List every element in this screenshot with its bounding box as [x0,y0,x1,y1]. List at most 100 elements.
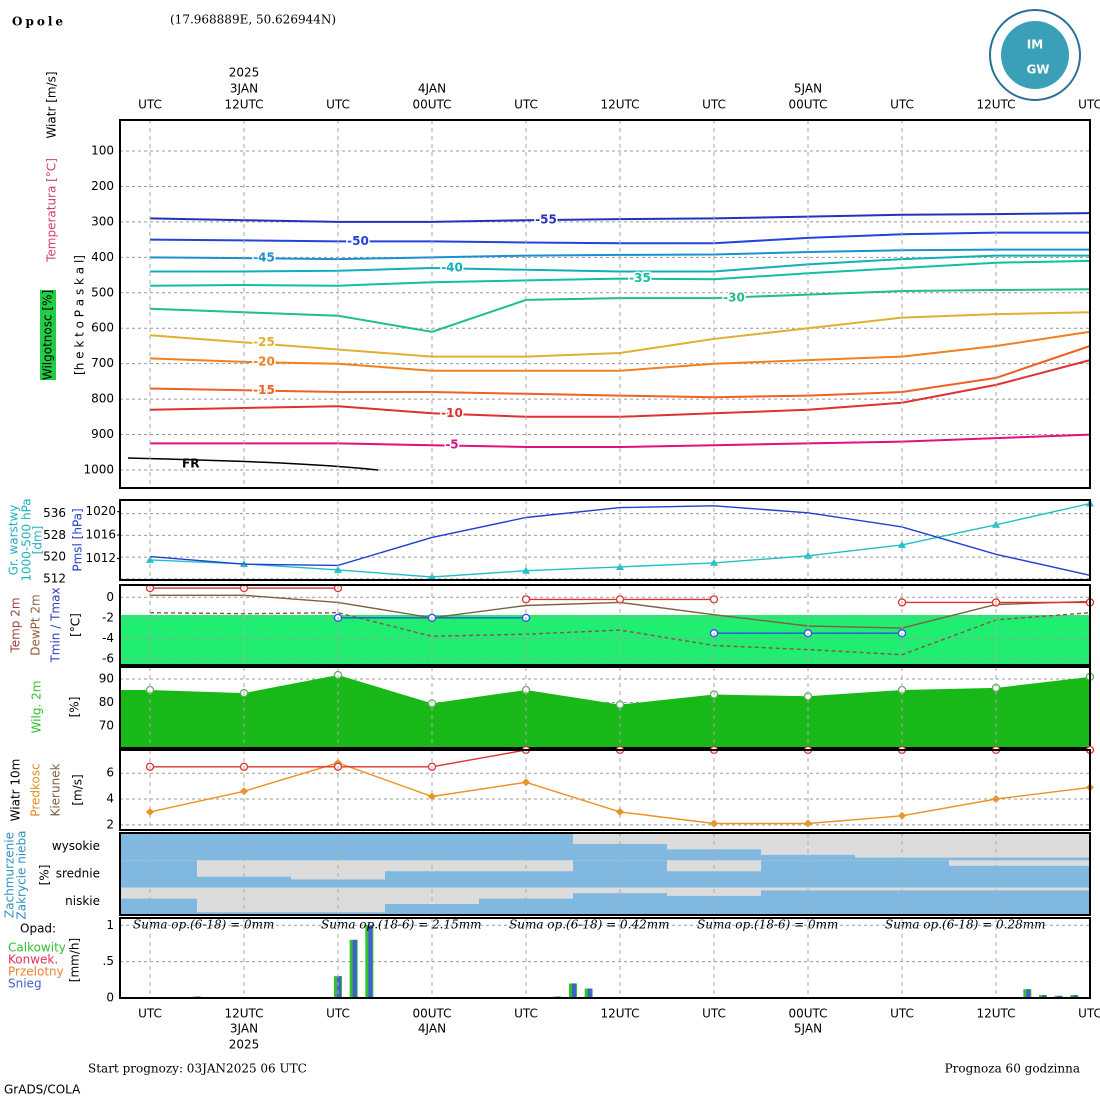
legend-entry: Calkowity [8,941,66,955]
isotherm-label: -40 [441,260,463,274]
y2-tick-label: 1016 [85,528,116,542]
time-label-bottom: 12UTC [224,1007,263,1021]
panel-frame [119,499,1091,581]
y-tick-label: 800 [91,392,114,406]
axis-title: Pmsl [hPa] [71,508,85,571]
y-tick-label: 1 [106,918,114,932]
axis-title: 1000-500 hPa [20,498,34,581]
panel-frame [119,832,1091,916]
cloud-level: niskie [65,894,100,908]
marker [428,573,436,581]
cloud-bar [667,871,761,888]
cloud-bar [573,893,667,915]
year-label-bottom: 2025 [229,1038,260,1052]
y-tick-label: 90 [99,671,114,685]
y-tick-label: 1000 [83,462,114,476]
station-name: Opole [12,15,66,29]
cloud-bar [479,833,573,861]
series-line [149,505,1091,576]
cloud-bar [855,890,949,915]
cloud-bar [291,833,385,861]
marker [898,540,906,548]
panel-bg [120,918,1090,998]
isotherm [150,433,1091,448]
y-tick-label: 4 [106,792,114,806]
y-tick-label: 528 [43,528,66,542]
precip-bar [1057,995,1062,998]
front-label: FR [182,457,199,471]
axis-title: Wilgotnosc [%] [41,290,55,380]
logo-disc [1001,21,1069,89]
time-label-top: UTC [890,98,914,112]
time-label-bottom: UTC [890,1007,914,1021]
time-label-bottom: UTC [138,1007,162,1021]
y-tick-label: 300 [91,214,114,228]
axis-title: [%] [68,697,82,718]
panel-frame [119,666,1091,749]
cloud-level: wysokie [52,839,100,853]
time-label-bottom: UTC [514,1007,538,1021]
isotherm-label: -25 [253,335,275,349]
time-label-bottom: UTC [702,1007,726,1021]
time-label-top: 00UTC [412,98,451,112]
axis-title: Tmin / Tmax [49,587,63,663]
time-label-top: UTC [514,98,538,112]
panel-frame [119,917,1091,999]
forecast-length: Prognoza 60 godzinna [945,1062,1080,1076]
precip-bar [337,976,341,998]
date-label-top: 4JAN [418,82,446,96]
y-tick-label: 70 [99,718,114,732]
y-tick-label: -2 [102,610,114,624]
axis-title: Wiatr 10m [9,759,23,822]
credit: GrADS/COLA [4,1083,81,1097]
axis-title: Wiatr [m/s] [45,71,59,138]
precip-sum: Suma op.(18-6) = 2.15mm [321,918,482,932]
cloud-bar [120,898,197,915]
isotherm-label: -30 [723,291,745,305]
cloud-bar [385,904,479,915]
cloud-bar [479,871,573,888]
legend-entry: Przelotny [8,965,64,979]
y-tick-label: 100 [91,144,114,158]
cloud-bar [385,833,479,861]
y-tick-label: 0 [106,590,114,604]
axis-title: Zakrycie nieba [15,831,29,920]
axis-title: Temperatura [°C] [45,158,59,263]
time-label-top: 12UTC [224,98,263,112]
marker [616,807,624,816]
cloud-bar [120,860,197,888]
axis-title: [m/s] [71,774,85,805]
logo: IM GW [989,9,1081,101]
date-label-bottom: 3JAN [230,1022,258,1036]
isotherm-label: -10 [441,406,463,420]
precip-sum: Suma op.(6-18) = 0.28mm [885,918,1046,932]
isotherm-label: -45 [253,251,275,265]
cloud-bar [949,890,1043,915]
precip-bar [352,939,357,998]
time-label-top: 12UTC [976,98,1015,112]
year-label-top: 2025 [229,66,260,80]
title-bg [40,290,56,380]
precip-sum: Suma op.(6-18) = 0.42mm [509,918,670,932]
panel-bg [120,750,1090,830]
isotherm-label: -55 [535,213,557,227]
precip-bar [1073,995,1078,998]
panel-frame [119,119,1091,489]
precip-bar [1026,989,1031,998]
precip-sum: Suma op.(6-18) = 0mm [133,918,274,932]
legend-entry: Konwek. [8,953,58,967]
cloud-bar [385,871,479,888]
cloud-bar [1043,857,1090,861]
cloud-bar [1043,865,1090,888]
axis-title: Predkosc [29,763,43,816]
isotherm [150,254,1090,273]
y-tick-label: 600 [91,321,114,335]
date-label-bottom: 5JAN [794,1022,822,1036]
marker [334,565,342,573]
axis-title: Temp 2m [9,597,23,653]
time-label-top: UTC [1078,98,1100,112]
precip-title: Opad: [20,922,56,936]
isotherm-label: -5 [445,438,458,452]
y2-tick-label: 1012 [85,551,116,565]
